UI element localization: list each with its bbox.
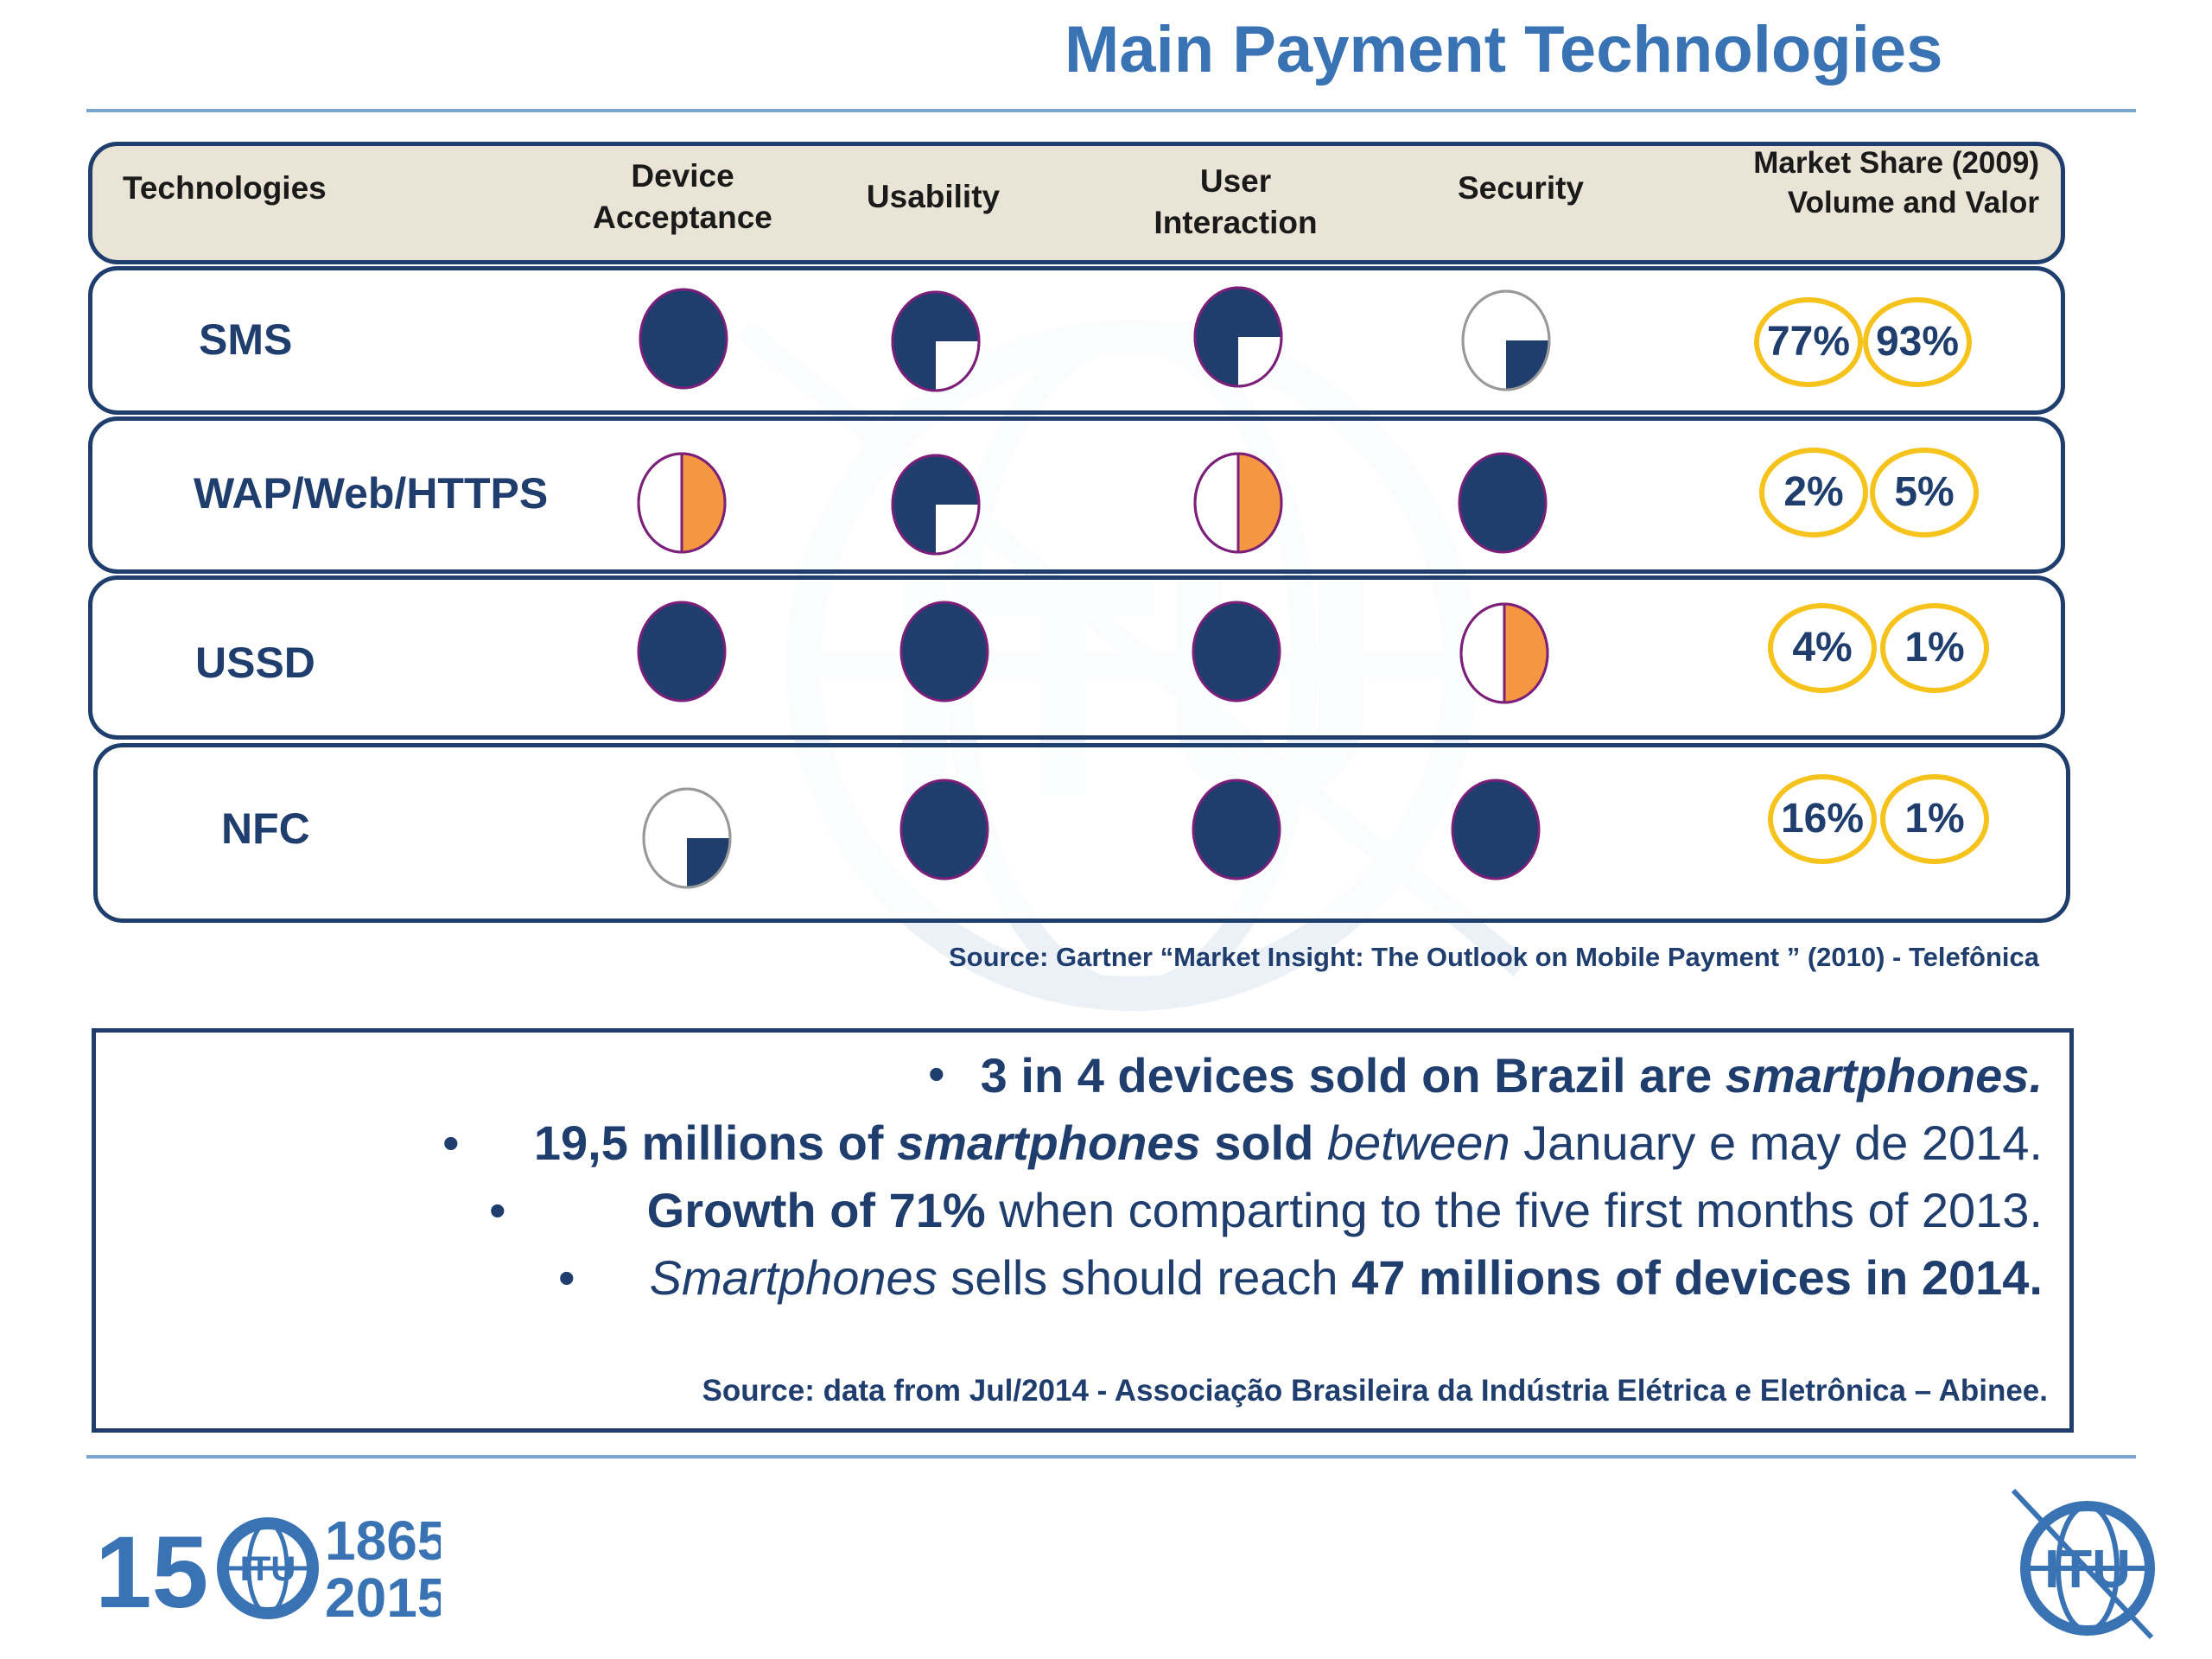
rating-full-icon [637,601,727,702]
rating-ussd-usability [899,600,990,703]
header-user-line1: User [1199,163,1272,199]
table-row [88,416,2065,574]
svg-text:15: 15 [95,1516,208,1629]
bullet: • [442,1116,460,1170]
svg-text:1865: 1865 [325,1510,441,1572]
header-device-line1: Device [631,158,734,194]
rating-three-quarter-icon [1193,286,1283,388]
header-usability: Usability [866,179,1001,214]
rating-three-quarter-icon [891,454,981,556]
rating-sms-device [638,287,729,391]
rating-nfc-interaction [1191,778,1282,881]
share-volume-wap: 2% [1759,448,1868,537]
svg-text:ITU: ITU [240,1550,296,1588]
row-label-sms: SMS [199,315,293,364]
facts-box [92,1028,2074,1433]
header-user-interaction: User Interaction [1123,161,1348,244]
itu-logo: ITU [2005,1473,2160,1646]
header-technologies: Technologies [123,170,327,206]
rating-sms-security [1460,289,1552,392]
header-user-line2: Interaction [1154,205,1318,240]
fact-3-text: when comparting to the five first months… [985,1183,2043,1237]
rating-full-icon [899,779,989,880]
table-row [93,743,2070,923]
fact-4-emph: Smartphones [649,1250,938,1305]
rating-half-icon [1459,602,1549,704]
rating-sms-usability [890,289,982,393]
itu-150-logo: 15 ITU 1865 2015 [95,1499,448,1630]
rating-sms-interaction [1192,285,1284,389]
row-label-nfc: NFC [221,804,310,853]
rating-full-icon [899,601,989,702]
svg-text:2015: 2015 [325,1567,441,1629]
rating-half-icon [1193,452,1283,554]
rating-quarter-icon [642,787,732,889]
page-title: Main Payment Technologies [1065,13,1943,86]
fact-2-between: between [1326,1116,1510,1170]
itu-logo-graphic: ITU [2011,1488,2155,1640]
fact-4: Smartphones sells should reach 47 millio… [650,1249,2043,1306]
share-volume-sms: 77% [1754,297,1863,387]
rating-nfc-usability [899,778,990,881]
fact-1-text: 3 in 4 devices sold on Brazil are [980,1048,1726,1103]
rating-wap-security [1457,451,1548,555]
rating-three-quarter-icon [891,290,981,392]
rating-ussd-security [1459,601,1550,705]
rating-half-icon [637,452,727,554]
rating-wap-usability [890,453,982,556]
top-divider [86,109,2136,112]
fact-2-text: 19,5 millions of [533,1116,897,1170]
itu-150-logo-graphic: 15 ITU 1865 2015 [95,1510,448,1630]
table-source: Source: Gartner “Market Insight: The Out… [948,942,2039,972]
rating-full-icon [1192,601,1281,702]
rating-nfc-security [1450,778,1541,881]
table-header [88,142,2065,264]
table-row [88,575,2065,740]
fact-1: 3 in 4 devices sold on Brazil are smartp… [981,1047,2043,1103]
rating-ussd-interaction [1191,600,1282,703]
share-volume-nfc: 16% [1768,774,1877,864]
share-valor-wap: 5% [1870,448,1979,537]
fact-3: Growth of 71% when comparting to the fiv… [647,1182,2043,1238]
row-label-wap: WAP/Web/HTTPS [194,469,549,518]
share-volume-ussd: 4% [1768,603,1877,693]
facts-source: Source: data from Jul/2014 - Associação … [702,1374,2048,1408]
fact-1-emph: smartphones. [1725,1048,2043,1103]
rating-wap-interaction [1192,451,1284,555]
fact-4-text: sells should reach [937,1250,1352,1305]
header-market-share: Market Share (2009) Volume and Valor [1694,143,2039,223]
bullet: • [489,1183,506,1237]
svg-text:ITU: ITU [2044,1540,2131,1599]
header-security: Security [1457,170,1584,206]
row-label-ussd: USSD [195,639,315,687]
rating-quarter-icon [1461,289,1551,391]
bottom-divider [86,1455,2136,1459]
fact-3-growth: Growth of 71% [646,1183,986,1237]
fact-2-emph: smartphones [897,1116,1201,1170]
rating-nfc-device [641,786,733,890]
fact-4-bold: 47 millions of devices in 2014. [1351,1250,2043,1305]
rating-full-icon [639,288,728,390]
rating-full-icon [1192,779,1281,880]
fact-2: 19,5 millions of smartphones sold betwee… [534,1115,2043,1171]
header-device-acceptance: Device Acceptance [570,156,795,238]
share-valor-ussd: 1% [1880,603,1989,693]
table-row [88,266,2065,415]
header-market-line1: Market Share (2009) [1753,146,2039,180]
rating-ussd-device [636,600,728,703]
rating-full-icon [1451,779,1541,880]
fact-2-sold: sold [1200,1116,1327,1170]
share-valor-sms: 93% [1863,297,1972,387]
fact-2-dates: January e may de 2014. [1510,1116,2043,1170]
header-device-line2: Acceptance [593,200,772,235]
share-valor-nfc: 1% [1880,774,1989,864]
bullet: • [928,1046,945,1101]
bullet: • [558,1250,575,1305]
header-market-line2: Volume and Valor [1787,186,2039,219]
rating-full-icon [1458,452,1548,554]
rating-wap-device [636,451,728,555]
